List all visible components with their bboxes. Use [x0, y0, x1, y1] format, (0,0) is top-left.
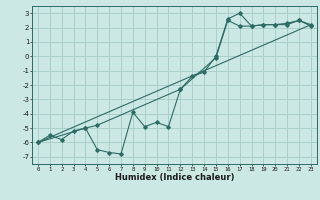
X-axis label: Humidex (Indice chaleur): Humidex (Indice chaleur): [115, 173, 234, 182]
